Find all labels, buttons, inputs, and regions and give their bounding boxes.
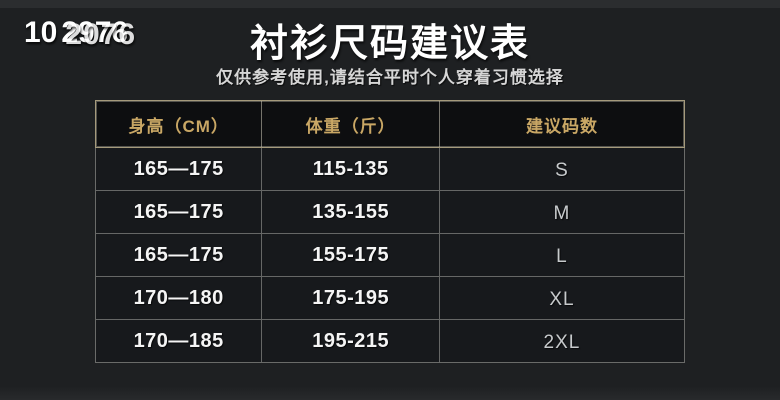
height-value: 165—175	[133, 157, 224, 180]
cell-height: 165—175	[96, 191, 263, 233]
cell-height: 165—175	[96, 148, 263, 190]
column-header-height: 身高（CM）	[96, 101, 263, 147]
cell-weight: 155-175	[262, 234, 440, 276]
cell-weight: 115-135	[262, 148, 440, 190]
cell-height: 170—185	[96, 320, 263, 362]
top-strip	[0, 0, 780, 8]
weight-value: 175-195	[312, 286, 390, 309]
cell-size: M	[440, 191, 684, 233]
table-row: 165—175 135-155 M	[96, 190, 684, 233]
table-row: 170—185 195-215 2XL	[96, 319, 684, 362]
page-title: 衬衫尺码建议表	[249, 23, 530, 65]
cell-weight: 135-155	[262, 191, 440, 233]
cell-height: 170—180	[96, 277, 263, 319]
weight-value: 115-135	[312, 157, 389, 180]
weight-value: 195-215	[312, 329, 390, 352]
column-header-size: 建议码数	[525, 116, 598, 136]
height-value: 165—175	[133, 200, 224, 223]
height-value: 165—175	[133, 243, 224, 266]
size-value: L	[556, 246, 568, 267]
watermark-prefix: 10	[24, 16, 58, 49]
cell-size: XL	[440, 277, 684, 319]
table-row: 165—175 155-175 L	[96, 233, 684, 276]
table-row: 170—180 175-195 XL	[96, 276, 684, 319]
weight-value: 155-175	[312, 243, 390, 266]
cell-weight: 175-195	[262, 277, 440, 319]
frame-counter-watermark: 10 2976 2076	[24, 16, 135, 56]
cell-size: S	[440, 148, 684, 190]
column-header-weight: 体重（斤）	[262, 101, 440, 147]
watermark-ghost-cluster: 2976 2076	[61, 16, 135, 51]
size-recommendation-table: 身高（CM） 体重（斤） 建议码数 165—175 115-135 S 165—…	[95, 100, 685, 363]
cell-size: L	[440, 234, 684, 276]
height-value: 170—180	[133, 286, 224, 309]
size-value: XL	[549, 289, 575, 310]
cell-weight: 195-215	[262, 320, 440, 362]
watermark-layer-1: 2976	[61, 16, 129, 49]
table-row: 165—175 115-135 S	[96, 148, 684, 190]
size-value: S	[555, 160, 569, 181]
bottom-fade	[0, 386, 780, 400]
watermark-layer-2: 2076	[65, 18, 137, 51]
cell-size: 2XL	[440, 320, 684, 362]
table-header-row: 身高（CM） 体重（斤） 建议码数	[95, 100, 685, 148]
size-value: M	[553, 203, 571, 224]
size-value: 2XL	[543, 332, 581, 353]
height-value: 170—185	[133, 329, 224, 352]
page-subtitle: 仅供参考使用,请结合平时个人穿着习惯选择	[216, 68, 564, 87]
table-body: 165—175 115-135 S 165—175 135-155 M 165—…	[95, 148, 685, 363]
weight-value: 135-155	[312, 200, 390, 223]
cell-height: 165—175	[96, 234, 263, 276]
